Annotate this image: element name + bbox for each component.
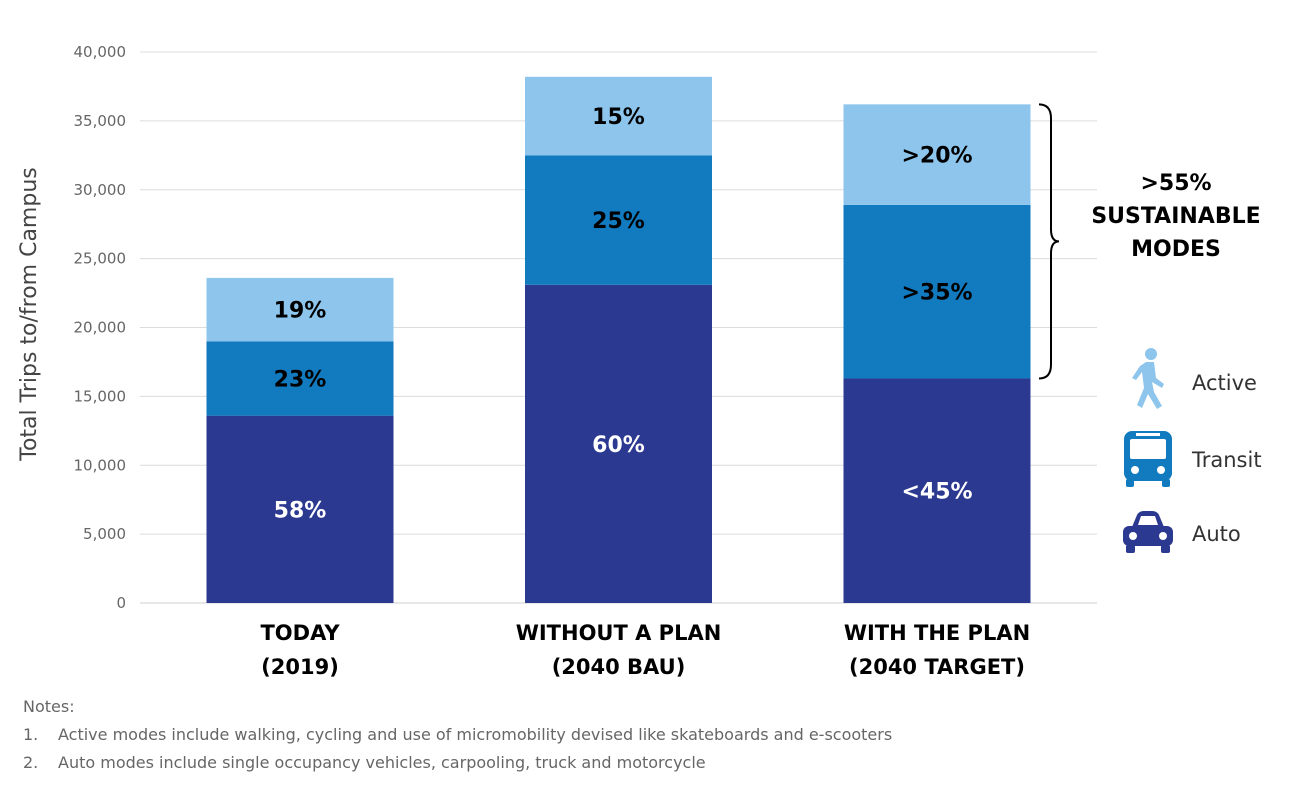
bar-segment-transit	[525, 155, 712, 285]
notes-heading: Notes:	[23, 697, 75, 716]
stacked-bar-chart: 0 5,000 10,000 15,000 20,000 25,000 30,000 35,0…	[17, 43, 1262, 679]
data-label: 58%	[274, 498, 327, 523]
bar-segment-transit	[206, 341, 394, 416]
note-item: 2. Auto modes include single occupancy v…	[23, 749, 892, 777]
x-category-label: (2040 BAU)	[552, 655, 686, 679]
bar-segment-active	[843, 104, 1031, 205]
note-text: Active modes include walking, cycling an…	[58, 725, 893, 744]
data-label: >35%	[901, 281, 972, 306]
note-number: 2.	[23, 753, 39, 772]
x-category-label: WITHOUT A PLAN	[516, 621, 722, 645]
bar-segment-auto	[525, 284, 712, 603]
y-tick-label: 35,000	[74, 112, 127, 130]
annotation-brace	[1038, 103, 1060, 380]
data-label: 15%	[592, 105, 645, 130]
data-label: >20%	[901, 144, 972, 169]
notes-section: Notes: 1. Active modes include walking, …	[23, 693, 892, 777]
annotation-text: SUSTAINABLE	[1091, 204, 1260, 229]
bar-segment-active	[525, 76, 712, 156]
y-tick-label: 5,000	[83, 525, 126, 543]
bar-segment-transit	[843, 204, 1031, 379]
data-label: 60%	[592, 433, 645, 458]
car-icon	[1123, 511, 1173, 553]
bar-segment-auto	[206, 415, 394, 603]
data-label: 23%	[274, 367, 327, 392]
y-tick-label: 20,000	[74, 319, 127, 337]
note-text: Auto modes include single occupancy vehi…	[58, 753, 706, 772]
data-label: <45%	[901, 480, 972, 505]
y-tick-label: 40,000	[74, 43, 127, 61]
annotation-text: MODES	[1131, 237, 1221, 262]
bus-icon	[1124, 431, 1172, 487]
y-tick-label: 10,000	[74, 456, 127, 474]
y-tick-label: 30,000	[74, 181, 127, 199]
y-axis-label: Total Trips to/from Campus	[17, 167, 42, 462]
legend-label: Active	[1192, 371, 1257, 395]
x-category-label: (2040 TARGET)	[849, 655, 1025, 679]
legend-label: Auto	[1192, 522, 1241, 546]
x-category-label: (2019)	[261, 655, 339, 679]
legend-label: Transit	[1191, 448, 1262, 472]
y-tick-label: 25,000	[74, 250, 127, 268]
y-tick-label: 0	[116, 594, 126, 612]
note-number: 1.	[23, 725, 39, 744]
walking-person-icon	[1132, 348, 1164, 409]
x-category-label: WITH THE PLAN	[844, 621, 1030, 645]
note-item: 1. Active modes include walking, cycling…	[23, 721, 892, 749]
bar-segment-active	[206, 277, 394, 342]
data-label: 19%	[274, 299, 327, 324]
x-category-label: TODAY	[260, 621, 340, 645]
annotation-text: >55%	[1140, 171, 1211, 196]
y-tick-label: 15,000	[74, 387, 127, 405]
bar-segment-auto	[843, 378, 1031, 603]
data-label: 25%	[592, 209, 645, 234]
